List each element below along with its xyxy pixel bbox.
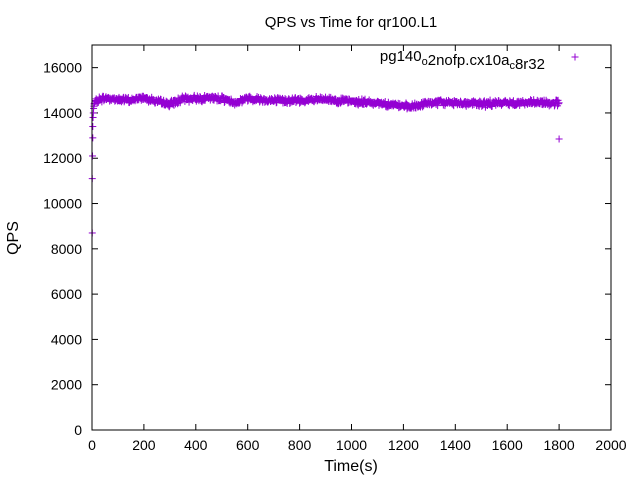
y-tick-label: 12000 [43,150,82,166]
x-axis-label: Time(s) [324,458,378,475]
data-point [89,152,97,160]
x-tick-label: 0 [88,437,96,453]
x-tick-label: 2000 [595,437,626,453]
data-point [555,99,563,107]
y-tick-label: 4000 [51,331,82,347]
data-point [434,102,442,110]
legend-plus-marker [571,53,579,61]
y-tick-label: 0 [74,422,82,438]
x-tick-label: 1200 [388,437,419,453]
chart-title: QPS vs Time for qr100.L1 [265,14,438,31]
data-point [478,102,486,110]
x-tick-label: 1400 [440,437,471,453]
data-point [509,97,517,105]
x-tick-label: 600 [236,437,260,453]
data-point [555,135,563,143]
y-tick-label: 14000 [43,105,82,121]
plot-frame [91,44,612,431]
x-tick-label: 1600 [492,437,523,453]
legend: pg140o2nofp.cx10ac8r32 [380,48,579,73]
axis-ticks: 0 200 400 600 800 1000 1200 1400 1600 1800 2000 0 20… [43,45,627,453]
x-tick-label: 200 [132,437,156,453]
data-points [88,91,563,237]
y-tick-label: 6000 [51,286,82,302]
y-tick-label: 2000 [51,377,82,393]
x-tick-label: 1800 [544,437,575,453]
data-point [381,98,389,106]
y-tick-label: 8000 [51,241,82,257]
x-tick-label: 800 [288,437,312,453]
data-point [89,134,97,142]
data-point [419,103,427,111]
y-axis-label: QPS [5,221,22,255]
data-point [89,123,97,131]
x-tick-label: 1000 [336,437,367,453]
legend-series-label: pg140o2nofp.cx10ac8r32 [380,48,545,73]
y-tick-label: 10000 [43,196,82,212]
data-point [165,103,173,111]
legend-marker-icon [571,53,579,61]
y-tick-label: 16000 [43,60,82,76]
x-tick-label: 400 [184,437,208,453]
data-point [555,100,563,108]
